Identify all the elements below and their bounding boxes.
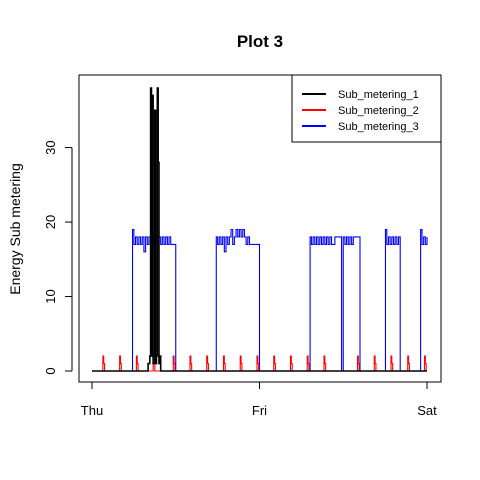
chart-title: Plot 3 [237,32,283,51]
x-axis: Thu Fri Sat [81,381,437,418]
legend-label: Sub_metering_1 [338,89,419,101]
y-axis: 0 10 20 30 [43,140,73,375]
legend-label: Sub_metering_2 [338,105,419,117]
legend-label: Sub_metering_3 [338,121,419,133]
series-layer [92,87,428,372]
legend: Sub_metering_1 Sub_metering_2 Sub_metering… [291,74,442,143]
x-tick-label: Sat [417,403,437,418]
series-line-sub-metering-2 [102,355,427,372]
y-tick-label: 20 [43,215,58,229]
series-line-sub-metering-1 [92,87,427,372]
x-tick-label: Thu [81,403,103,418]
y-tick-label: 10 [43,289,58,303]
y-axis-label: Energy Sub metering [7,163,23,295]
legend-entries: Sub_metering_1 Sub_metering_2 Sub_metering… [302,89,419,133]
y-tick-label: 0 [43,367,58,374]
x-tick-label: Fri [252,403,267,418]
y-tick-label: 30 [43,140,58,154]
legend-box [291,74,442,143]
series-line-sub-metering-3 [92,228,428,372]
